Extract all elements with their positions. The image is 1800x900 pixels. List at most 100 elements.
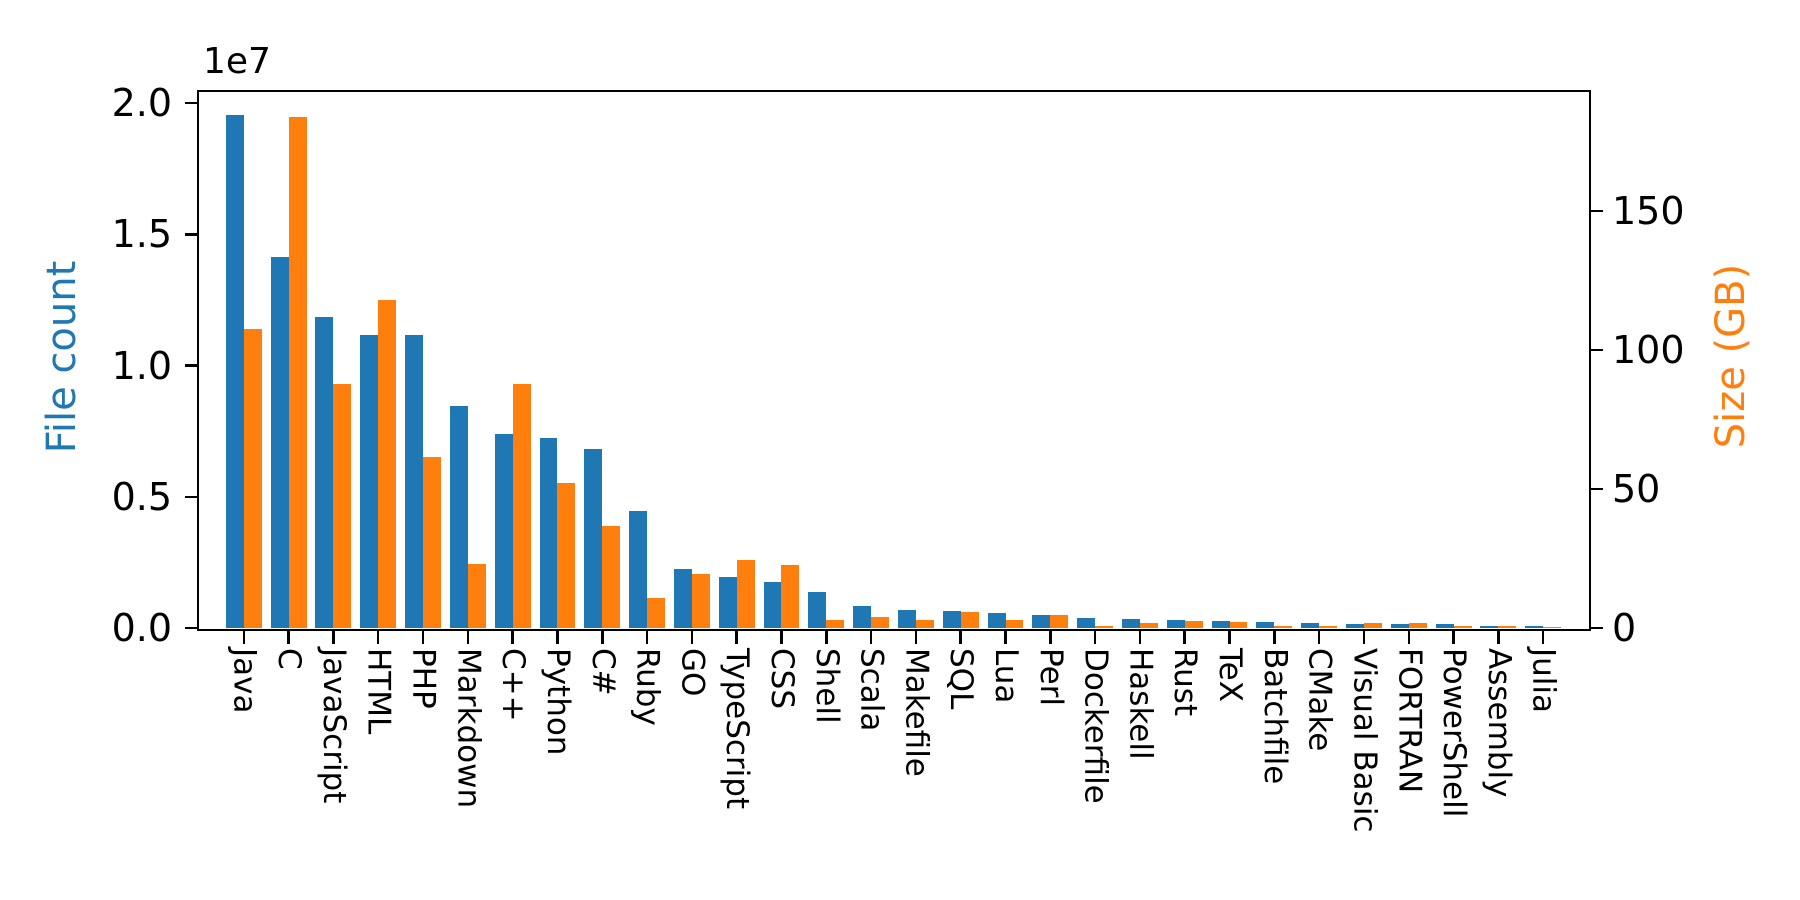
size-bar: [378, 299, 397, 628]
x-tick-label: CSS: [763, 648, 800, 710]
size-bar: [333, 383, 352, 628]
x-tick-label: C#: [584, 648, 621, 696]
x-tick-label: Java: [226, 648, 263, 714]
size-bar: [781, 564, 800, 628]
size-bar: [1274, 626, 1293, 628]
file-count-bar: [808, 591, 827, 628]
file-count-bar: [584, 449, 603, 628]
x-axis-tick: [825, 630, 828, 644]
x-tick-label: Makefile: [898, 648, 935, 777]
file-count-bar: [449, 405, 468, 628]
size-bar: [1319, 626, 1338, 628]
x-axis-tick: [242, 630, 246, 644]
x-tick-label: Scala: [853, 648, 890, 732]
file-count-bar: [494, 434, 513, 628]
x-axis-tick: [1228, 630, 1231, 644]
y-axis-left-tick: [184, 364, 197, 367]
x-tick-label: TypeScript: [719, 648, 756, 810]
size-bar: [1408, 623, 1427, 628]
size-bar: [1363, 622, 1382, 628]
file-count-bar: [1166, 619, 1185, 628]
x-tick-label: Haskell: [1122, 648, 1159, 760]
x-tick-label: Ruby: [629, 648, 666, 726]
x-axis-tick: [645, 630, 649, 644]
y-axis-right-tick: [1590, 626, 1603, 630]
file-count-bar: [853, 606, 872, 628]
size-bar: [1095, 626, 1114, 628]
x-tick-label: Shell: [808, 648, 845, 724]
y-axis-right-tick: [1590, 348, 1603, 352]
x-axis-tick: [1138, 630, 1142, 644]
x-tick-label: Lua: [988, 648, 1025, 704]
file-count-bar: [315, 317, 334, 628]
file-count-bar: [1122, 619, 1140, 628]
y-axis-left-tick: [184, 626, 197, 630]
file-count-bar: [1077, 618, 1096, 628]
x-axis-tick: [869, 630, 873, 644]
file-count-bar: [897, 610, 916, 628]
y-axis-left-tick: [184, 101, 197, 105]
size-bar: [1139, 622, 1158, 628]
file-count-bar: [1256, 621, 1275, 628]
file-count-bar: [763, 582, 782, 628]
size-bar: [1005, 620, 1024, 628]
x-tick-label: Rust: [1167, 648, 1204, 717]
y-axis-right-tick: [1590, 209, 1603, 213]
x-axis-tick: [601, 630, 604, 644]
y-axis-left-tick-label: 2.0: [111, 81, 172, 126]
file-count-bar: [270, 256, 289, 628]
file-count-bar: [987, 612, 1006, 628]
size-bar: [467, 563, 486, 628]
size-bar: [557, 483, 576, 628]
size-bar: [915, 619, 934, 628]
x-tick-label: Julia: [1525, 648, 1562, 714]
x-tick-label: PowerShell: [1436, 648, 1473, 818]
y-axis-right-tick-label: 150: [1612, 188, 1685, 233]
size-bar: [243, 328, 262, 628]
x-axis-tick: [511, 630, 514, 644]
x-axis-tick: [1004, 630, 1007, 644]
file-count-bar: [1211, 621, 1230, 628]
x-axis-tick: [287, 630, 290, 644]
size-bar: [288, 116, 307, 628]
x-axis-tick: [466, 630, 470, 644]
x-axis-tick: [959, 630, 962, 644]
x-tick-label: C: [271, 648, 308, 670]
x-axis-tick: [690, 630, 694, 644]
file-count-bar: [1525, 626, 1544, 628]
y-axis-offset-text: 1e7: [203, 41, 271, 82]
size-bar: [691, 574, 710, 628]
x-tick-label: FORTRAN: [1391, 648, 1428, 794]
y-axis-right-tick: [1590, 487, 1603, 491]
y-axis-left-tick: [184, 233, 197, 236]
x-axis-tick: [1317, 630, 1321, 644]
size-bar: [602, 525, 621, 628]
size-bar: [423, 457, 441, 628]
x-axis-tick: [1093, 630, 1097, 644]
file-count-bar: [225, 114, 244, 628]
y-axis-left-tick-label: 1.0: [111, 343, 172, 388]
x-tick-label: GO: [674, 648, 711, 697]
file-count-bar: [1435, 624, 1454, 628]
plot-area: [196, 89, 1591, 631]
x-axis-tick: [376, 630, 380, 644]
file-count-bar: [1390, 624, 1409, 628]
y-axis-left-tick: [184, 495, 197, 498]
x-tick-label: Python: [539, 648, 576, 756]
size-bar: [736, 559, 755, 628]
x-tick-label: Dockerfile: [1077, 648, 1114, 804]
file-count-bar: [405, 334, 424, 628]
x-tick-label: Assembly: [1480, 648, 1517, 798]
y-axis-right-tick-label: 100: [1612, 327, 1685, 372]
file-count-bar: [1480, 625, 1499, 628]
x-axis-tick: [556, 630, 559, 644]
y-axis-left-tick-label: 0.5: [111, 474, 172, 519]
x-axis-tick: [1183, 630, 1186, 644]
x-tick-label: PHP: [405, 648, 442, 709]
file-count-bar: [718, 577, 737, 628]
size-bar: [1543, 627, 1562, 628]
x-tick-label: Markdown: [450, 648, 487, 809]
file-count-bar: [539, 438, 558, 628]
x-axis-tick: [1541, 630, 1545, 644]
